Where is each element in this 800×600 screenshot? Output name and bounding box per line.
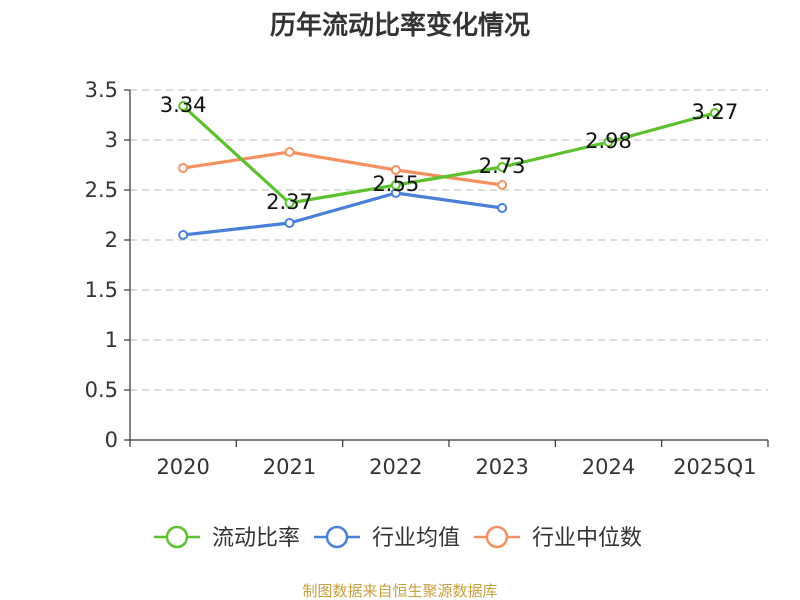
data-label: 2.98 — [585, 129, 632, 153]
data-label: 2.37 — [266, 190, 313, 214]
x-tick-label: 2022 — [369, 455, 422, 479]
data-point — [284, 198, 295, 208]
x-tick-label: 2023 — [475, 455, 528, 479]
data-point — [284, 147, 295, 157]
data-point — [178, 101, 189, 111]
data-point — [178, 230, 189, 240]
data-labels: 3.34 2.37 2.55 2.73 2.98 3.27 — [160, 93, 738, 214]
data-point — [709, 108, 720, 118]
chart-title: 历年流动比率变化情况 — [270, 10, 530, 41]
x-tick-label: 2020 — [156, 455, 209, 479]
data-label: 3.34 — [160, 93, 207, 117]
data-label: 3.27 — [691, 100, 738, 124]
axes: 0 0.5 1 1.5 2 2.5 3 3.5 2020 2021 2022 2023 2024 2025… — [85, 78, 769, 479]
y-tick-label: 0 — [105, 428, 118, 452]
source-note: 制图数据来自恒生聚源数据库 — [302, 582, 497, 600]
data-point — [603, 137, 614, 147]
y-tick-label: 1.5 — [85, 278, 118, 302]
legend-marker — [165, 525, 189, 549]
series-group — [178, 101, 720, 240]
series-line — [182, 191, 503, 237]
legend-label: 行业均值 — [372, 526, 460, 551]
x-tick-label: 2024 — [582, 455, 635, 479]
data-point — [284, 218, 295, 228]
y-tick-label: 1 — [105, 328, 118, 352]
grid-lines — [130, 89, 768, 391]
data-label: 2.73 — [479, 154, 526, 178]
y-tick-label: 3.5 — [85, 78, 118, 102]
x-tick-label: 2025Q1 — [673, 455, 756, 479]
y-tick-label: 3 — [105, 128, 118, 152]
series-line — [182, 104, 716, 205]
data-point — [497, 162, 508, 172]
data-label: 2.55 — [372, 172, 419, 196]
legend-marker — [485, 525, 509, 549]
y-tick-label: 0.5 — [85, 378, 118, 402]
y-tick-label: 2.5 — [85, 178, 118, 202]
legend-label: 流动比率 — [212, 526, 300, 551]
series-line — [182, 150, 503, 187]
legend-label: 行业中位数 — [532, 526, 642, 551]
data-point — [178, 163, 189, 173]
data-point — [497, 180, 508, 190]
data-point — [390, 165, 401, 175]
legend-marker — [325, 525, 349, 549]
x-tick-label: 2021 — [263, 455, 316, 479]
y-tick-label: 2 — [105, 228, 118, 252]
data-point — [390, 180, 401, 190]
data-point — [497, 203, 508, 213]
legend: 流动比率 行业均值 行业中位数 — [154, 525, 642, 551]
